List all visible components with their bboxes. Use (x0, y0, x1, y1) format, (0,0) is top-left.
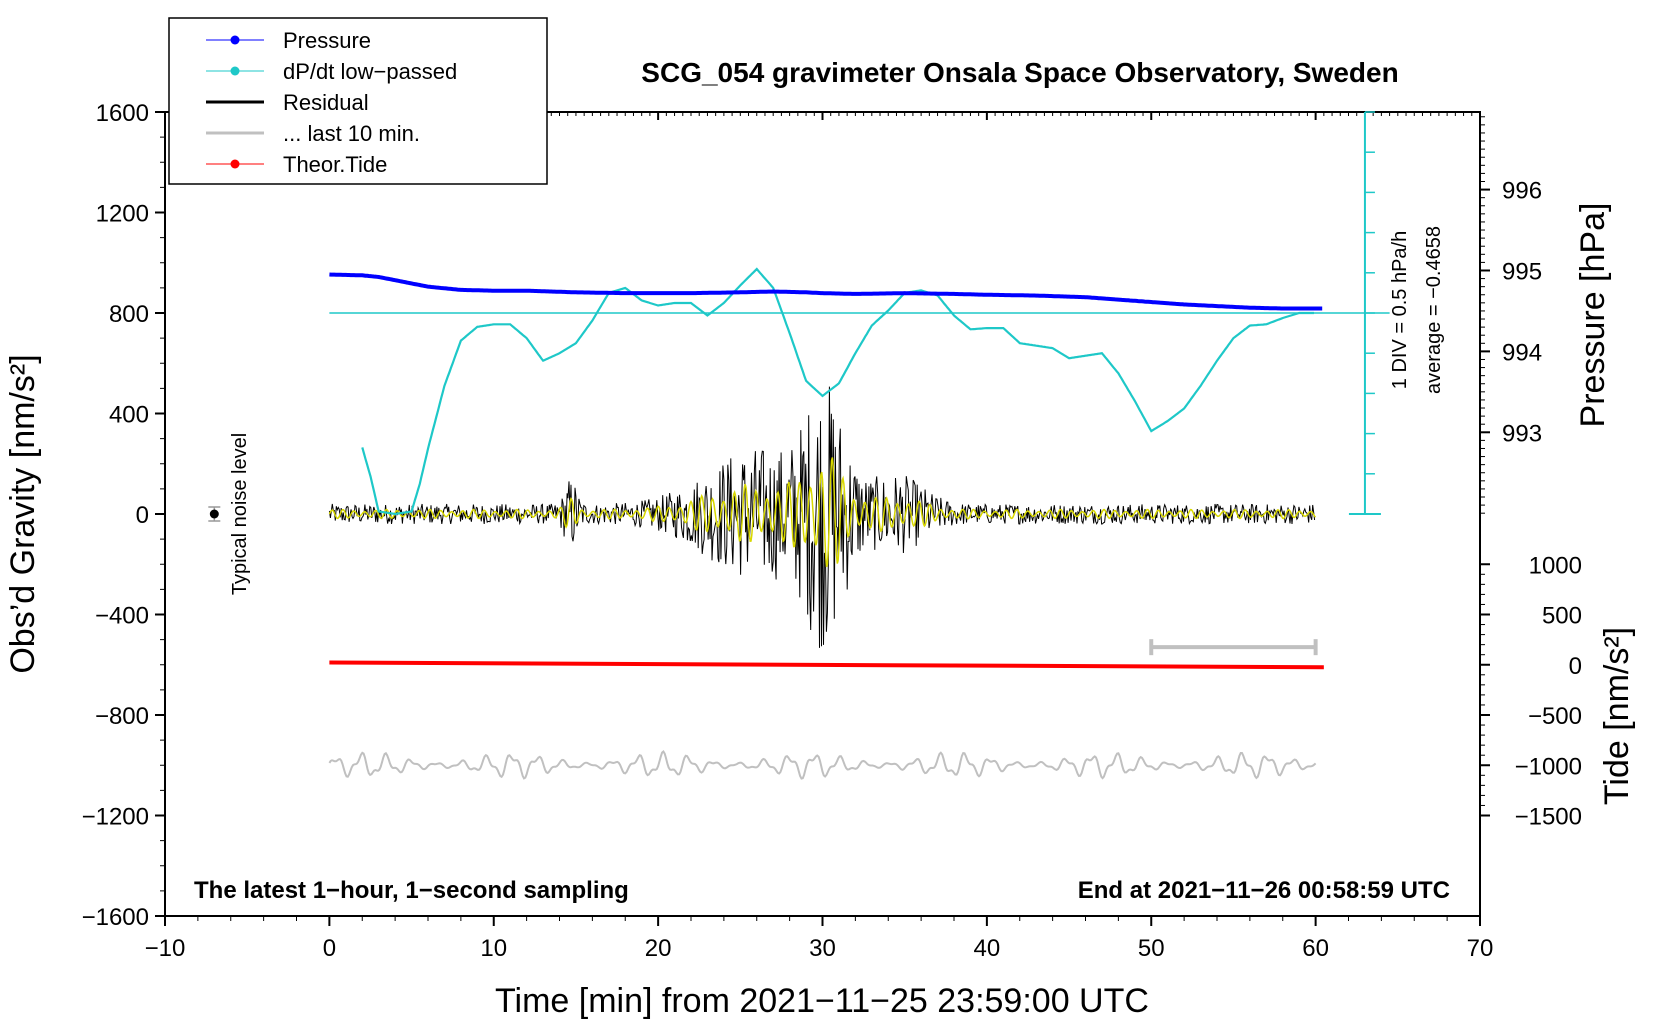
left-tick-label: 800 (109, 301, 149, 328)
x-tick-label: −10 (145, 935, 186, 962)
legend-label: Theor.Tide (283, 152, 387, 177)
legend: Pressure dP/dt low−passed Residual ... last… (168, 17, 548, 185)
dpdt-div-label: 1 DIV = 0.5 hPa/h (1389, 231, 1411, 389)
x-tick-label: 70 (1467, 935, 1494, 962)
left-tick-label: 1600 (96, 100, 149, 127)
tide-tick-label: −500 (1528, 703, 1582, 730)
x-tick-label: 60 (1302, 935, 1329, 962)
x-tick-label: 0 (323, 935, 336, 962)
left-tick-label: 0 (136, 502, 149, 529)
tide-tick-label: −1000 (1515, 753, 1582, 780)
series-last-10-min (328, 749, 1317, 780)
chart-title: SCG_054 gravimeter Onsala Space Observat… (641, 57, 1398, 88)
series-pressure (329, 272, 1323, 311)
legend-label: ... last 10 min. (283, 121, 420, 146)
x-tick-label: 10 (480, 935, 507, 962)
series-dpdt-lowpassed (361, 267, 1314, 516)
tide-axis-title: Tide [nm/s²] (1598, 627, 1636, 805)
left-tick-label: −400 (95, 603, 149, 630)
x-tick-label: 40 (974, 935, 1001, 962)
x-axis-ticks: −10 0 10 20 30 40 50 60 70 (145, 112, 1494, 962)
x-tick-label: 20 (645, 935, 672, 962)
tide-tick-label: −1500 (1515, 804, 1582, 831)
series-theor-tide (329, 660, 1324, 670)
noise-level-marker (209, 509, 219, 519)
left-tick-label: 1200 (96, 201, 149, 228)
dpdt-scale-bar (329, 111, 1390, 515)
tide-tick-label: 500 (1542, 603, 1582, 630)
left-axis-ticks: −1600 −1200 −800 −400 0 400 800 1200 1600 (82, 100, 165, 931)
legend-label: dP/dt low−passed (283, 59, 457, 84)
legend-marker (230, 159, 240, 169)
x-tick-label: 30 (809, 935, 836, 962)
series-residual-filtered (328, 457, 1317, 568)
left-tick-label: −800 (95, 703, 149, 730)
x-axis-title: Time [min] from 2021−11−25 23:59:00 UTC (495, 982, 1149, 1020)
left-tick-label: −1200 (82, 804, 149, 831)
pressure-tick-label: 993 (1502, 420, 1542, 447)
legend-label: Pressure (283, 28, 371, 53)
tide-tick-label: 0 (1569, 653, 1582, 680)
pressure-tick-label: 996 (1502, 178, 1542, 205)
end-time-note: End at 2021−11−26 00:58:59 UTC (1078, 877, 1450, 904)
left-axis-title: Obs’d Gravity [nm/s²] (4, 354, 42, 673)
legend-marker (230, 35, 240, 45)
pressure-axis-title: Pressure [hPa] (1574, 203, 1612, 428)
noise-level-label: Typical noise level (229, 433, 251, 595)
series-layer (328, 267, 1324, 780)
tide-tick-label: 1000 (1529, 552, 1582, 579)
dpdt-average-label: average = −0.4658 (1423, 226, 1445, 394)
legend-marker (230, 66, 240, 76)
pressure-tick-label: 994 (1502, 339, 1542, 366)
left-tick-label: 400 (109, 402, 149, 429)
tide-axis-ticks: −1500 −1000 −500 0 500 1000 (1480, 552, 1582, 831)
chart-extras (208, 506, 1318, 656)
left-tick-label: −1600 (82, 904, 149, 931)
x-tick-label: 50 (1138, 935, 1165, 962)
pressure-axis-ticks: 993 994 995 996 (1480, 116, 1542, 514)
sampling-note: The latest 1−hour, 1−second sampling (194, 877, 629, 904)
pressure-tick-label: 995 (1502, 258, 1542, 285)
legend-label: Residual (283, 90, 369, 115)
